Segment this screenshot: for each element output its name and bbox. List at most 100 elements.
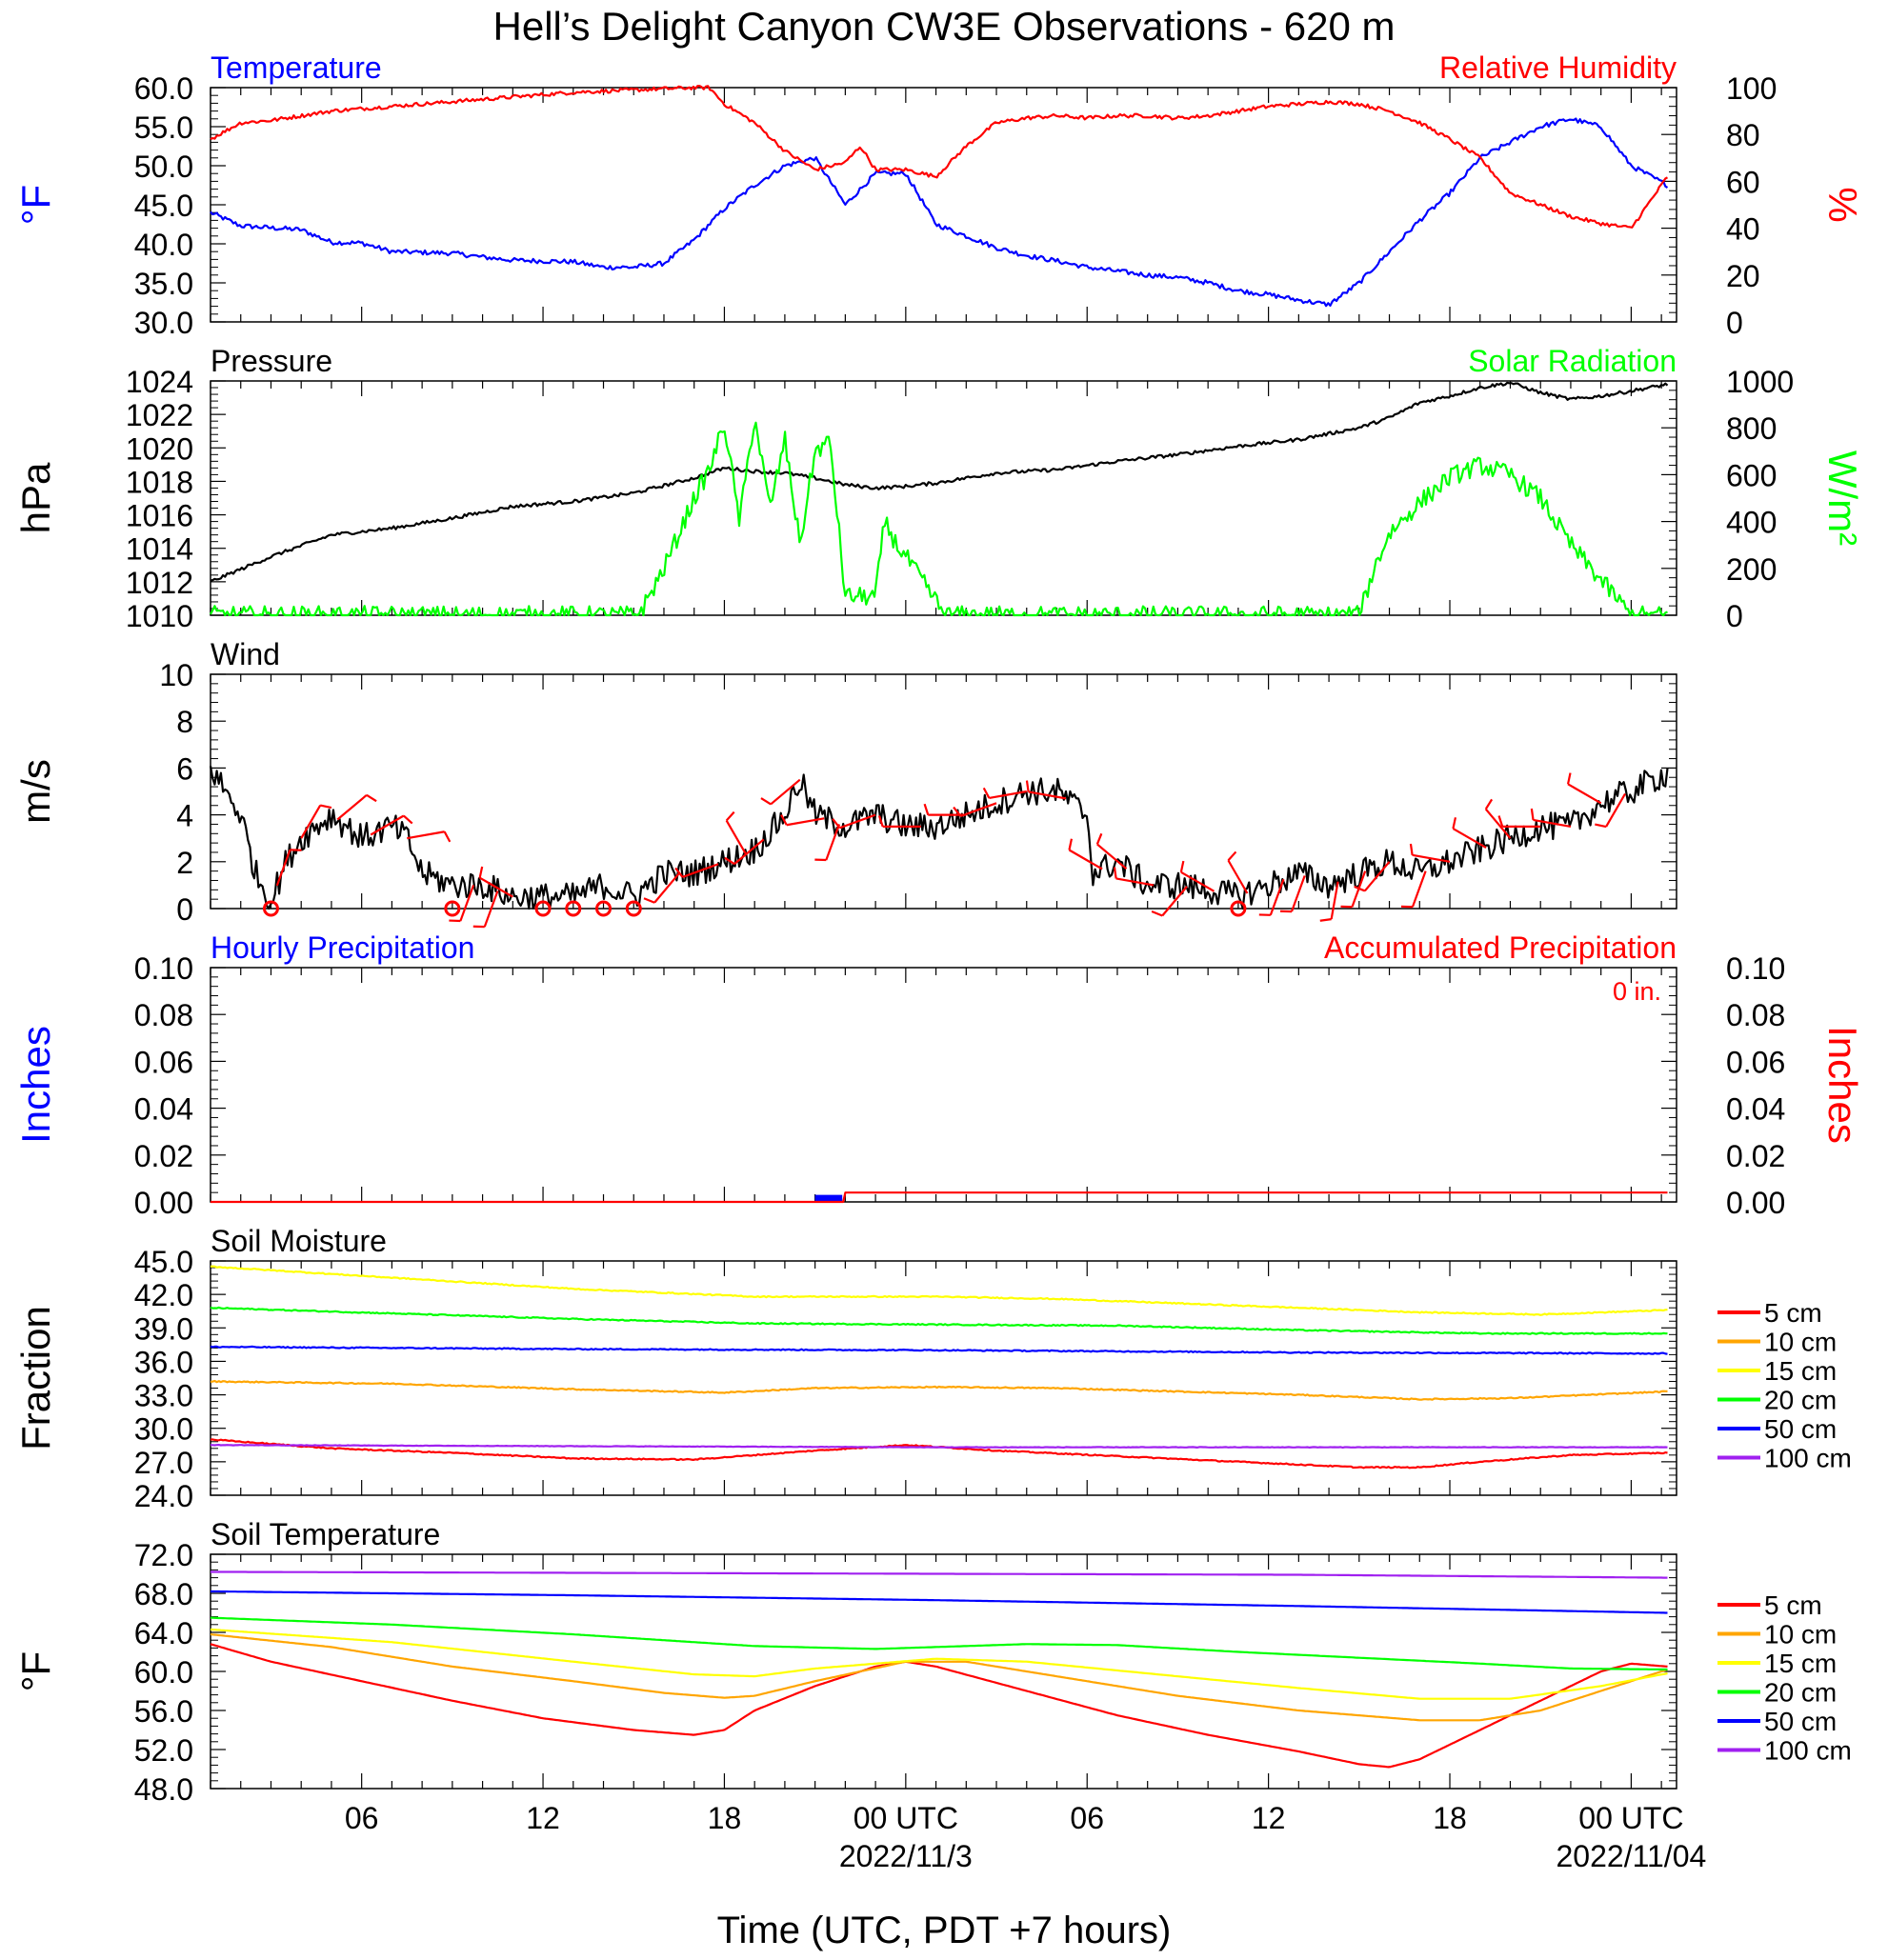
calm-wind-circle — [595, 900, 613, 917]
plot-frame — [210, 380, 1677, 616]
legend-label: 10 cm — [1764, 1328, 1837, 1357]
calm-wind-circle — [534, 900, 552, 917]
y-tick-label: 30.0 — [134, 1412, 193, 1447]
y-tick-label: 35.0 — [134, 267, 193, 301]
wind-barb-flag — [1179, 860, 1185, 873]
wind-barb — [1269, 878, 1285, 916]
x-tick-label: 00 UTC — [854, 1801, 958, 1835]
y2-axis-label: Inches — [1820, 1026, 1865, 1144]
y-tick-label: 45.0 — [134, 189, 193, 223]
series-line-accumulated-precipitation — [211, 1191, 1668, 1204]
series-line-10-cm — [210, 1632, 1668, 1722]
wind-barb-flag — [478, 866, 484, 878]
x-date-label: 2022/11/3 — [839, 1839, 973, 1873]
y-tick-label: 1018 — [126, 465, 193, 499]
wind-barb-flag — [1068, 838, 1074, 850]
wind-barb — [1227, 859, 1249, 894]
y2-tick-label: 80 — [1726, 118, 1760, 152]
y-tick-label: 0.00 — [134, 1186, 193, 1220]
wind-barb — [483, 890, 499, 928]
y-tick-label: 1012 — [126, 566, 193, 600]
legend-label: 10 cm — [1764, 1620, 1837, 1650]
wind-barb-flag — [443, 830, 452, 843]
y-tick-label: 42.0 — [134, 1278, 193, 1312]
wind-barb — [1180, 870, 1215, 892]
y2-axis-label: % — [1820, 187, 1865, 222]
y-tick-label: 30.0 — [134, 306, 193, 340]
wind-barb — [733, 838, 765, 865]
series-line-relative-humidity — [210, 85, 1669, 229]
wind-barb-flag — [1151, 910, 1163, 917]
x-axis-label: Time (UTC, PDT +7 hours) — [717, 1910, 1172, 1951]
panel-left-title: Hourly Precipitation — [211, 930, 474, 965]
wind-barb — [1096, 843, 1128, 870]
wind-barb-flag — [760, 797, 772, 806]
wind-barb-flag — [1595, 823, 1607, 829]
wind-barb-flag — [1530, 808, 1535, 821]
y-tick-label: 50.0 — [134, 150, 193, 184]
panel-temp_rh: 30.0 35.0 40.0 45.0 50.0 55.0 60.0 0 20 40 60 80 100… — [13, 50, 1865, 340]
y-tick-label: 72.0 — [134, 1538, 193, 1572]
panel-wind: 0 2 4 6 8 10 Wind m/s — [13, 637, 1677, 929]
y2-tick-label: 0.06 — [1726, 1045, 1785, 1079]
x-tick-label: 06 — [345, 1801, 379, 1835]
panel-precip: 0.00 0.02 0.04 0.06 0.08 0.10 0.00 0.02 0.04 0.06… — [13, 930, 1865, 1220]
panel-left-title: Pressure — [211, 344, 332, 378]
calm-wind-circle — [1230, 900, 1247, 917]
wind-barb-flag — [923, 803, 930, 815]
wind-barb — [1363, 861, 1391, 892]
wind-barb-flag — [366, 793, 377, 803]
y2-tick-label: 800 — [1726, 411, 1777, 446]
wind-barb — [459, 885, 475, 922]
wind-barb — [786, 817, 825, 827]
y-tick-label: 8 — [176, 705, 193, 739]
x-tick-label: 12 — [526, 1801, 560, 1835]
panel-right-title: Relative Humidity — [1439, 50, 1677, 85]
y-tick-label: 33.0 — [134, 1379, 193, 1413]
legend-label: 50 cm — [1764, 1414, 1837, 1444]
legend-label: 15 cm — [1764, 1356, 1837, 1386]
wind-barb — [653, 872, 680, 904]
panel-left-title: Wind — [211, 637, 280, 671]
time-axis: 06 12 18 00 UTC 06 12 18 00 UTC 2022/11/3 2022/11… — [345, 1801, 1706, 1873]
wind-barb-flag — [725, 810, 735, 822]
wind-barb-flag — [1227, 850, 1237, 862]
y-tick-label: 39.0 — [134, 1311, 193, 1346]
y-tick-label: 1014 — [126, 532, 193, 567]
y2-tick-label: 400 — [1726, 506, 1777, 540]
wind-barb — [370, 814, 405, 836]
y2-tick-label: 200 — [1726, 552, 1777, 587]
wind-barb — [1605, 792, 1627, 828]
x-date-label: 2022/11/04 — [1557, 1839, 1707, 1873]
panel-right-title: Solar Radiation — [1468, 344, 1677, 378]
y-tick-label: 60.0 — [134, 71, 193, 106]
wind-barb-flag — [724, 856, 735, 866]
wind-barb — [1567, 783, 1602, 805]
wind-barb — [336, 793, 368, 821]
series-line-5-cm — [210, 1643, 1668, 1769]
y-tick-label: 0.10 — [134, 951, 193, 986]
panel-right-title: Accumulated Precipitation — [1324, 930, 1677, 965]
wind-barb-flag — [319, 804, 332, 810]
y-tick-label: 64.0 — [134, 1616, 193, 1650]
series-line-20-cm — [210, 1306, 1668, 1335]
y-tick-label: 4 — [176, 799, 193, 833]
wind-barb — [1115, 877, 1155, 887]
y-tick-label: 10 — [159, 658, 193, 692]
wind-barb — [1452, 828, 1487, 849]
wind-barb — [825, 824, 841, 861]
accumulation-annotation: 0 in. — [1613, 977, 1661, 1006]
y-tick-label: 27.0 — [134, 1446, 193, 1480]
y-axis-label: hPa — [13, 462, 58, 533]
calm-wind-circle — [625, 900, 642, 917]
wind-barb — [1533, 818, 1572, 828]
x-tick-label: 00 UTC — [1578, 1801, 1683, 1835]
wind-barb — [479, 876, 513, 898]
calm-wind-circle — [444, 900, 461, 917]
wind-barb-flag — [953, 806, 962, 817]
wind-barb-flag — [1566, 772, 1572, 785]
y-tick-label: 6 — [176, 751, 193, 786]
wind-barb — [960, 802, 997, 818]
